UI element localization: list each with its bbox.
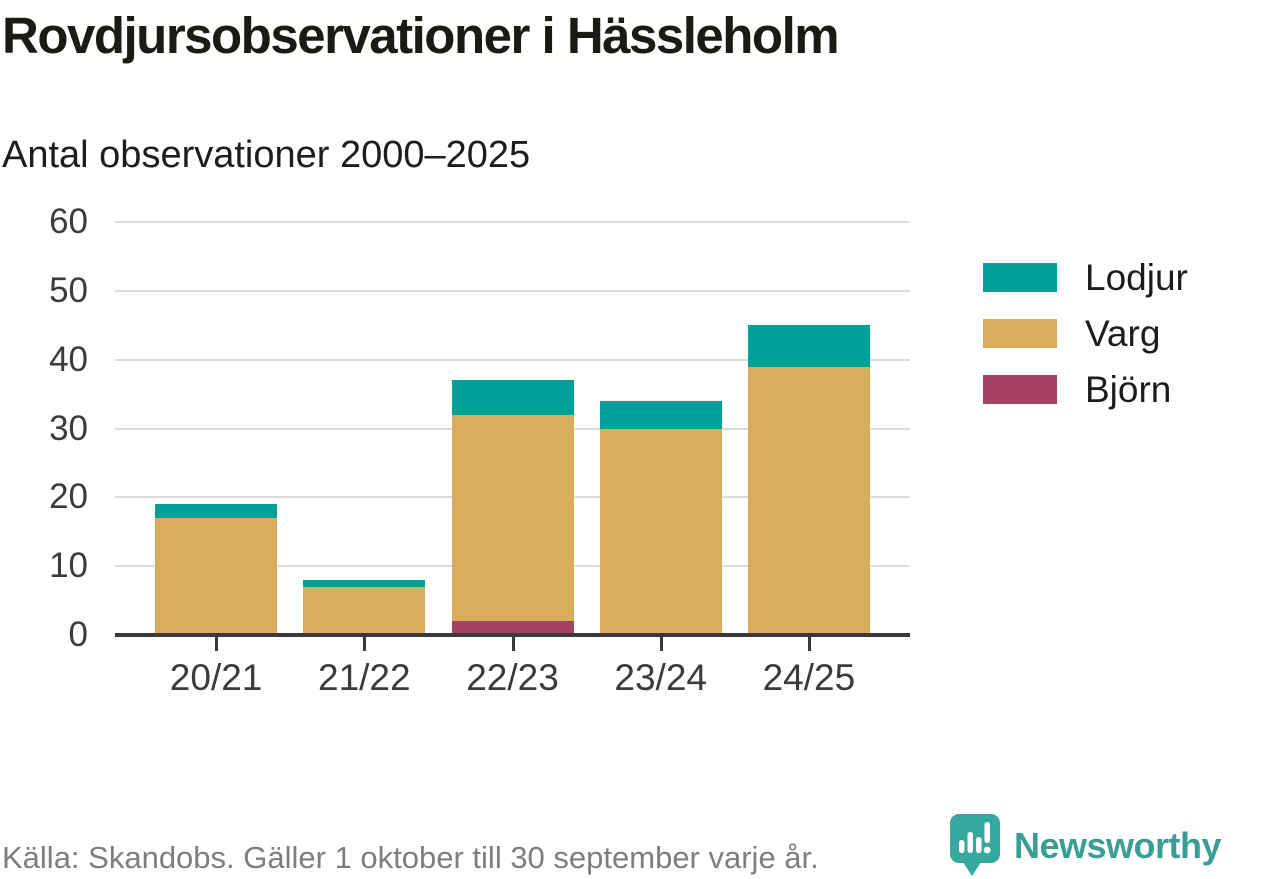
bar-group-21/22: 21/22 [290, 222, 438, 698]
bar-segment-varg-20/21 [155, 517, 278, 635]
bar-group-22/23: 22/23 [438, 222, 586, 698]
bar-stack-22/23 [451, 380, 574, 635]
legend-swatch-björn [983, 375, 1057, 404]
x-tick-22/23 [511, 637, 515, 651]
legend-label-varg: Varg [1085, 312, 1161, 354]
legend-item-varg: Varg [983, 313, 1188, 354]
y-tick-label-40: 40 [49, 339, 88, 379]
x-tick-label-24/25: 24/25 [762, 657, 856, 698]
x-tick-23/24 [659, 637, 663, 651]
bar-segment-lodjur-20/21 [155, 504, 278, 518]
legend-label-björn: Björn [1085, 368, 1172, 410]
x-tick-label-22/23: 22/23 [466, 657, 559, 698]
chart-subtitle: Antal observationer 2000–2025 [2, 134, 531, 176]
legend-swatch-lodjur [983, 263, 1057, 292]
bar-stack-20/21 [155, 504, 278, 635]
brand-name: Newsworthy [1014, 825, 1222, 866]
y-tick-label-0: 0 [68, 615, 88, 654]
chart-title: Rovdjursobservationer i Hässleholm [2, 7, 840, 64]
bar-segment-varg-23/24 [599, 428, 722, 635]
bar-stack-21/22 [303, 579, 426, 635]
legend-item-björn: Björn [983, 369, 1188, 410]
legend-label-lodjur: Lodjur [1085, 256, 1188, 298]
x-tick-21/22 [363, 637, 367, 651]
bar-segment-lodjur-22/23 [451, 380, 574, 415]
y-tick-label-30: 30 [49, 408, 88, 448]
bar-segment-lodjur-23/24 [599, 400, 722, 429]
source-note: Källa: Skandobs. Gäller 1 oktober till 3… [2, 840, 819, 875]
y-tick-label-50: 50 [49, 270, 88, 310]
y-axis-labels: 0 10 20 30 40 50 60 [0, 202, 96, 654]
bar-group-23/24: 23/24 [587, 222, 735, 698]
bar-segment-varg-21/22 [303, 586, 426, 635]
gridline-50 [115, 289, 910, 292]
gridline-60 [115, 221, 910, 223]
bars-container: 20/21 21/22 22/23 23/24 24/25 [142, 222, 883, 698]
x-tick-label-21/22: 21/22 [318, 657, 411, 698]
plot-area: 20/21 21/22 22/23 23/24 24/25 [115, 221, 910, 698]
x-tick-label-23/24: 23/24 [614, 657, 707, 698]
x-tick-label-20/21: 20/21 [169, 657, 263, 698]
bar-segment-varg-24/25 [747, 366, 870, 635]
newsworthy-logo: Newsworthy [948, 812, 1222, 878]
x-tick-20/21 [215, 637, 219, 651]
y-tick-label-60: 60 [49, 202, 88, 241]
bar-segment-lodjur-24/25 [747, 325, 870, 367]
bar-group-20/21: 20/21 [142, 222, 290, 698]
x-axis-line [115, 633, 910, 637]
legend-swatch-varg [983, 319, 1057, 348]
bar-segment-varg-22/23 [451, 414, 574, 622]
bar-segment-björn-22/23 [451, 621, 574, 635]
bar-segment-lodjur-21/22 [303, 579, 426, 587]
legend: Lodjur Varg Björn [983, 257, 1188, 431]
bar-stack-24/25 [747, 325, 870, 635]
gridline-40 [115, 358, 910, 361]
bar-stack-23/24 [599, 400, 722, 635]
y-tick-label-10: 10 [49, 546, 88, 586]
x-tick-24/25 [807, 637, 811, 651]
bar-group-24/25: 24/25 [735, 222, 883, 698]
y-tick-label-20: 20 [49, 477, 88, 517]
newsworthy-icon [950, 814, 1000, 876]
legend-item-lodjur: Lodjur [983, 257, 1188, 298]
